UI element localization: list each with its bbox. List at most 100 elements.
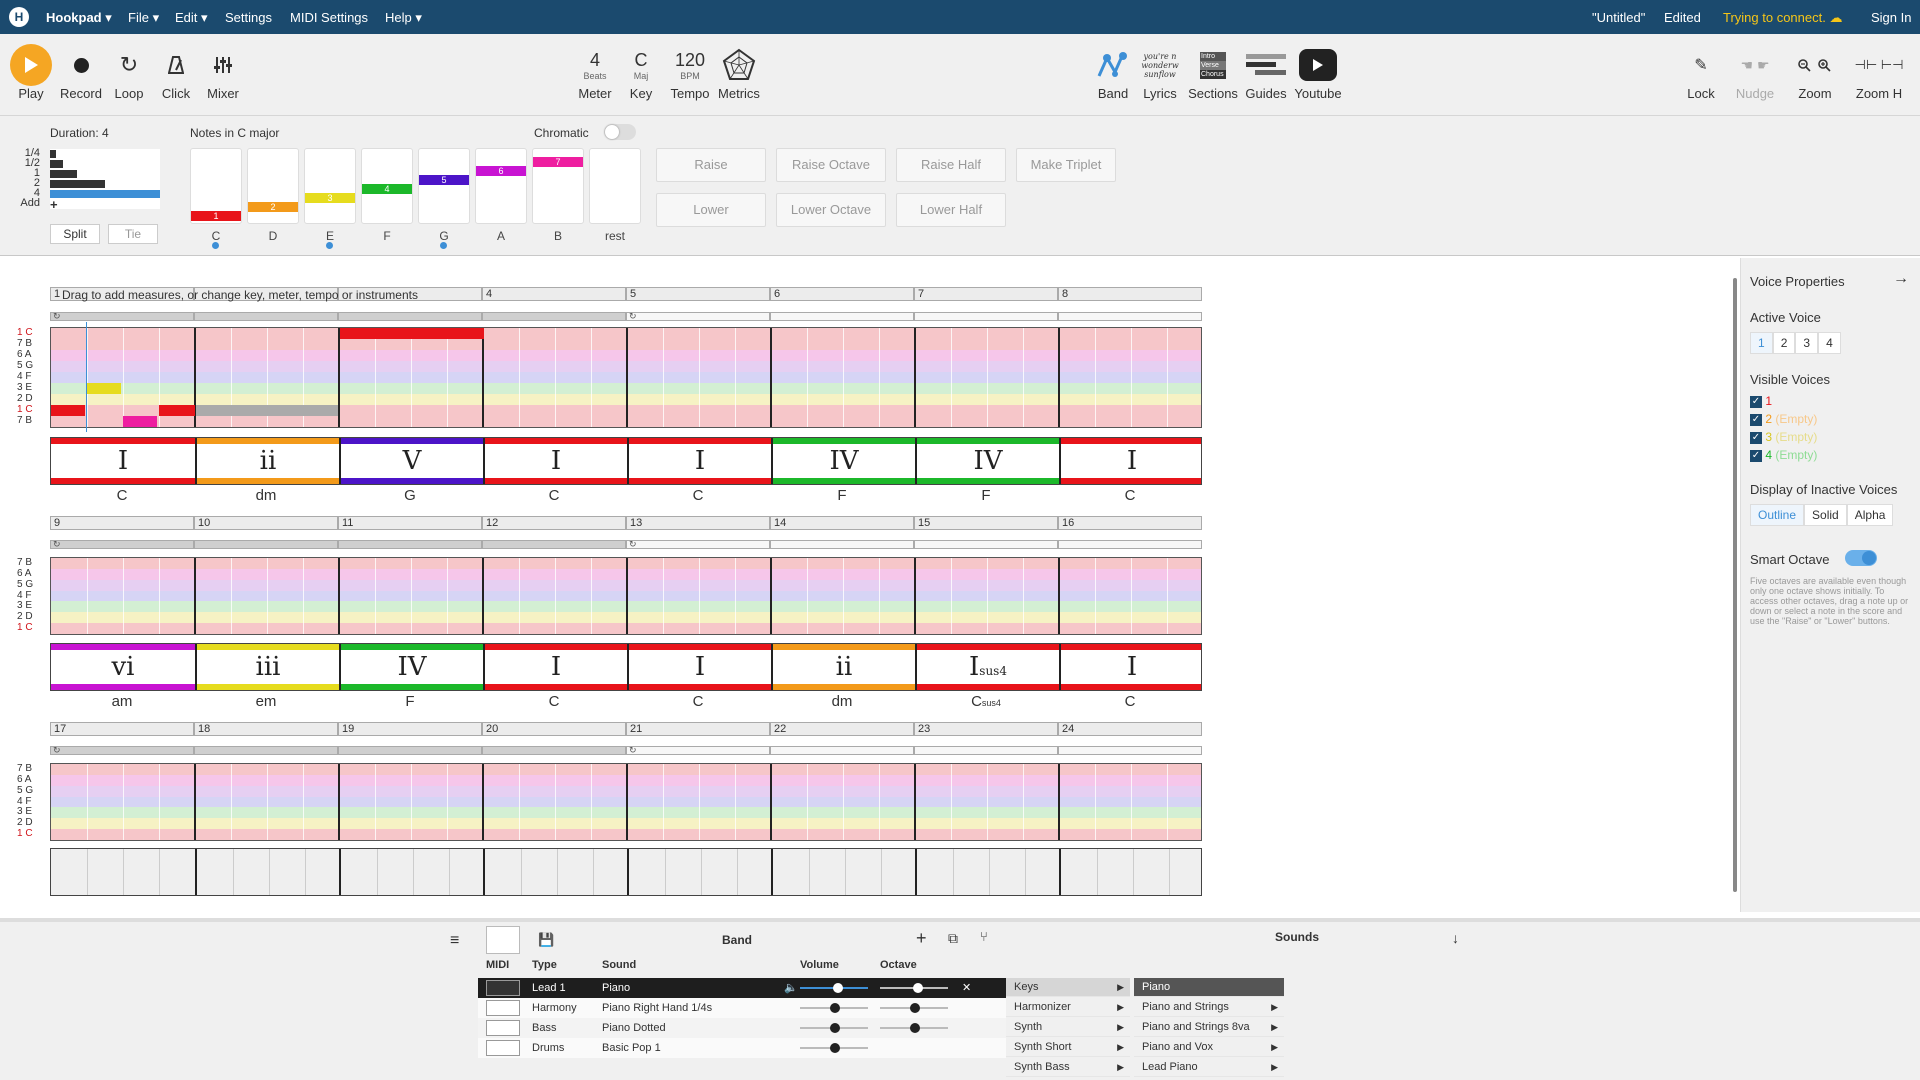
- octave-slider-knob[interactable]: [910, 1023, 920, 1033]
- chord-cell[interactable]: [195, 849, 339, 895]
- band-track-row[interactable]: Lead 1 Piano 🔈 ✕: [478, 978, 1006, 998]
- volume-slider-knob[interactable]: [830, 1003, 840, 1013]
- chord-cell[interactable]: IV: [339, 644, 483, 690]
- repeat-cell[interactable]: [770, 312, 914, 321]
- measure-number[interactable]: 21: [626, 722, 770, 736]
- repeat-cell[interactable]: ↻: [626, 746, 770, 755]
- measure-number[interactable]: 22: [770, 722, 914, 736]
- sound-category[interactable]: Synth ▶: [1006, 1018, 1130, 1037]
- score-scrollbar[interactable]: [1733, 278, 1737, 892]
- outline-option[interactable]: Outline: [1750, 504, 1805, 526]
- loop-button[interactable]: ↻ Loop: [110, 44, 148, 101]
- repeat-cell[interactable]: [914, 746, 1058, 755]
- loop-marker-icon[interactable]: ↻: [53, 539, 61, 549]
- loop-marker-icon[interactable]: ↻: [629, 539, 637, 549]
- lower-half-button[interactable]: Lower Half: [896, 193, 1006, 227]
- guides-button[interactable]: Guides: [1244, 44, 1288, 101]
- piano-roll[interactable]: [50, 327, 1202, 428]
- measure-number[interactable]: 5: [626, 287, 770, 301]
- chord-cell[interactable]: ii: [771, 644, 915, 690]
- sound-item[interactable]: Piano and Strings ▶: [1134, 998, 1284, 1017]
- duration-bar-1[interactable]: [50, 170, 77, 178]
- volume-slider-knob[interactable]: [833, 983, 843, 993]
- chord-cell[interactable]: I: [483, 644, 627, 690]
- copy-icon[interactable]: ⧉: [948, 930, 958, 946]
- checkbox-checked-icon[interactable]: ✓: [1750, 431, 1762, 444]
- note-key-c[interactable]: 1: [190, 148, 242, 224]
- measure-number[interactable]: 4: [482, 287, 626, 301]
- sound-category[interactable]: Synth Short ▶: [1006, 1038, 1130, 1057]
- chord-cell[interactable]: [51, 849, 195, 895]
- sound-item[interactable]: Lead Piano ▶: [1134, 1058, 1284, 1077]
- lyrics-button[interactable]: you're n wonderw sunflow Lyrics: [1140, 44, 1180, 102]
- repeat-cell[interactable]: ↻: [626, 540, 770, 549]
- file-menu[interactable]: File ▾: [128, 10, 160, 25]
- measure-number[interactable]: 11: [338, 516, 482, 530]
- save-icon[interactable]: 💾: [538, 932, 555, 947]
- repeat-cell[interactable]: [1058, 312, 1202, 321]
- checkbox-checked-icon[interactable]: ✓: [1750, 395, 1762, 408]
- sound-item[interactable]: Piano: [1134, 978, 1284, 997]
- measure-number[interactable]: 1: [50, 287, 194, 301]
- checkbox-checked-icon[interactable]: ✓: [1750, 413, 1762, 426]
- repeat-cell[interactable]: [338, 540, 482, 549]
- click-button[interactable]: Click: [158, 44, 194, 101]
- chord-cell[interactable]: [627, 849, 771, 895]
- raise-half-button[interactable]: Raise Half: [896, 148, 1006, 182]
- checkbox-checked-icon[interactable]: ✓: [1750, 449, 1762, 462]
- chord-cell[interactable]: [339, 849, 483, 895]
- note-key-d[interactable]: 2: [247, 148, 299, 224]
- track-sound[interactable]: Piano Dotted: [602, 1022, 666, 1034]
- note-key-f[interactable]: 4: [361, 148, 413, 224]
- measure-number[interactable]: 18: [194, 722, 338, 736]
- melody-note[interactable]: [123, 416, 157, 427]
- loop-marker-icon[interactable]: ↻: [53, 745, 61, 755]
- loop-marker-icon[interactable]: ↻: [629, 311, 637, 321]
- loop-marker-icon[interactable]: ↻: [53, 311, 61, 321]
- add-duration-icon[interactable]: +: [50, 197, 58, 212]
- visible-voice-1[interactable]: ✓ 1: [1750, 392, 1817, 410]
- track-sound[interactable]: Basic Pop 1: [602, 1042, 661, 1054]
- chromatic-toggle[interactable]: [604, 124, 636, 140]
- tempo-button[interactable]: 120 BPM Tempo: [668, 44, 712, 102]
- zoom-h-button[interactable]: ⊣⊢ ⊢⊣ Zoom H: [1853, 44, 1905, 101]
- add-icon[interactable]: +: [916, 928, 927, 948]
- mute-icon[interactable]: 🔈: [784, 982, 798, 994]
- settings-menu[interactable]: Settings: [225, 10, 272, 25]
- repeat-cell[interactable]: ↻: [50, 540, 194, 549]
- chord-cell[interactable]: I: [51, 438, 195, 484]
- fork-icon[interactable]: ⑂: [980, 929, 988, 944]
- split-button[interactable]: Split: [50, 224, 100, 244]
- measure-number[interactable]: 20: [482, 722, 626, 736]
- play-button[interactable]: Play: [10, 44, 52, 101]
- youtube-button[interactable]: Youtube: [1292, 44, 1344, 101]
- sound-category[interactable]: Harmonizer ▶: [1006, 998, 1130, 1017]
- remove-track-icon[interactable]: ✕: [962, 982, 972, 994]
- measure-number[interactable]: 10: [194, 516, 338, 530]
- repeat-cell[interactable]: [194, 540, 338, 549]
- melody-note[interactable]: [51, 405, 85, 416]
- measure-number[interactable]: 14: [770, 516, 914, 530]
- key-button[interactable]: C Maj Key: [626, 44, 656, 102]
- solid-option[interactable]: Solid: [1804, 504, 1847, 526]
- chord-cell[interactable]: I: [1059, 438, 1201, 484]
- app-menu[interactable]: Hookpad ▾: [46, 10, 112, 25]
- duration-bar-quarter[interactable]: [50, 150, 56, 158]
- measure-number[interactable]: 19: [338, 722, 482, 736]
- measure-number[interactable]: 6: [770, 287, 914, 301]
- repeat-cell[interactable]: [914, 540, 1058, 549]
- piano-roll[interactable]: [50, 763, 1202, 841]
- repeat-cell[interactable]: [338, 312, 482, 321]
- chord-cell[interactable]: ii: [195, 438, 339, 484]
- chord-row[interactable]: [50, 848, 1202, 896]
- measure-number[interactable]: 23: [914, 722, 1058, 736]
- sign-in-link[interactable]: Sign In: [1871, 10, 1912, 25]
- chord-cell[interactable]: [915, 849, 1059, 895]
- lower-button[interactable]: Lower: [656, 193, 766, 227]
- chord-cell[interactable]: IV: [915, 438, 1059, 484]
- band-track-row[interactable]: Drums Basic Pop 1: [478, 1038, 1006, 1058]
- repeat-cell[interactable]: [482, 312, 626, 321]
- hamburger-icon[interactable]: ≡: [450, 932, 460, 949]
- voice-1-button[interactable]: 1: [1750, 332, 1773, 354]
